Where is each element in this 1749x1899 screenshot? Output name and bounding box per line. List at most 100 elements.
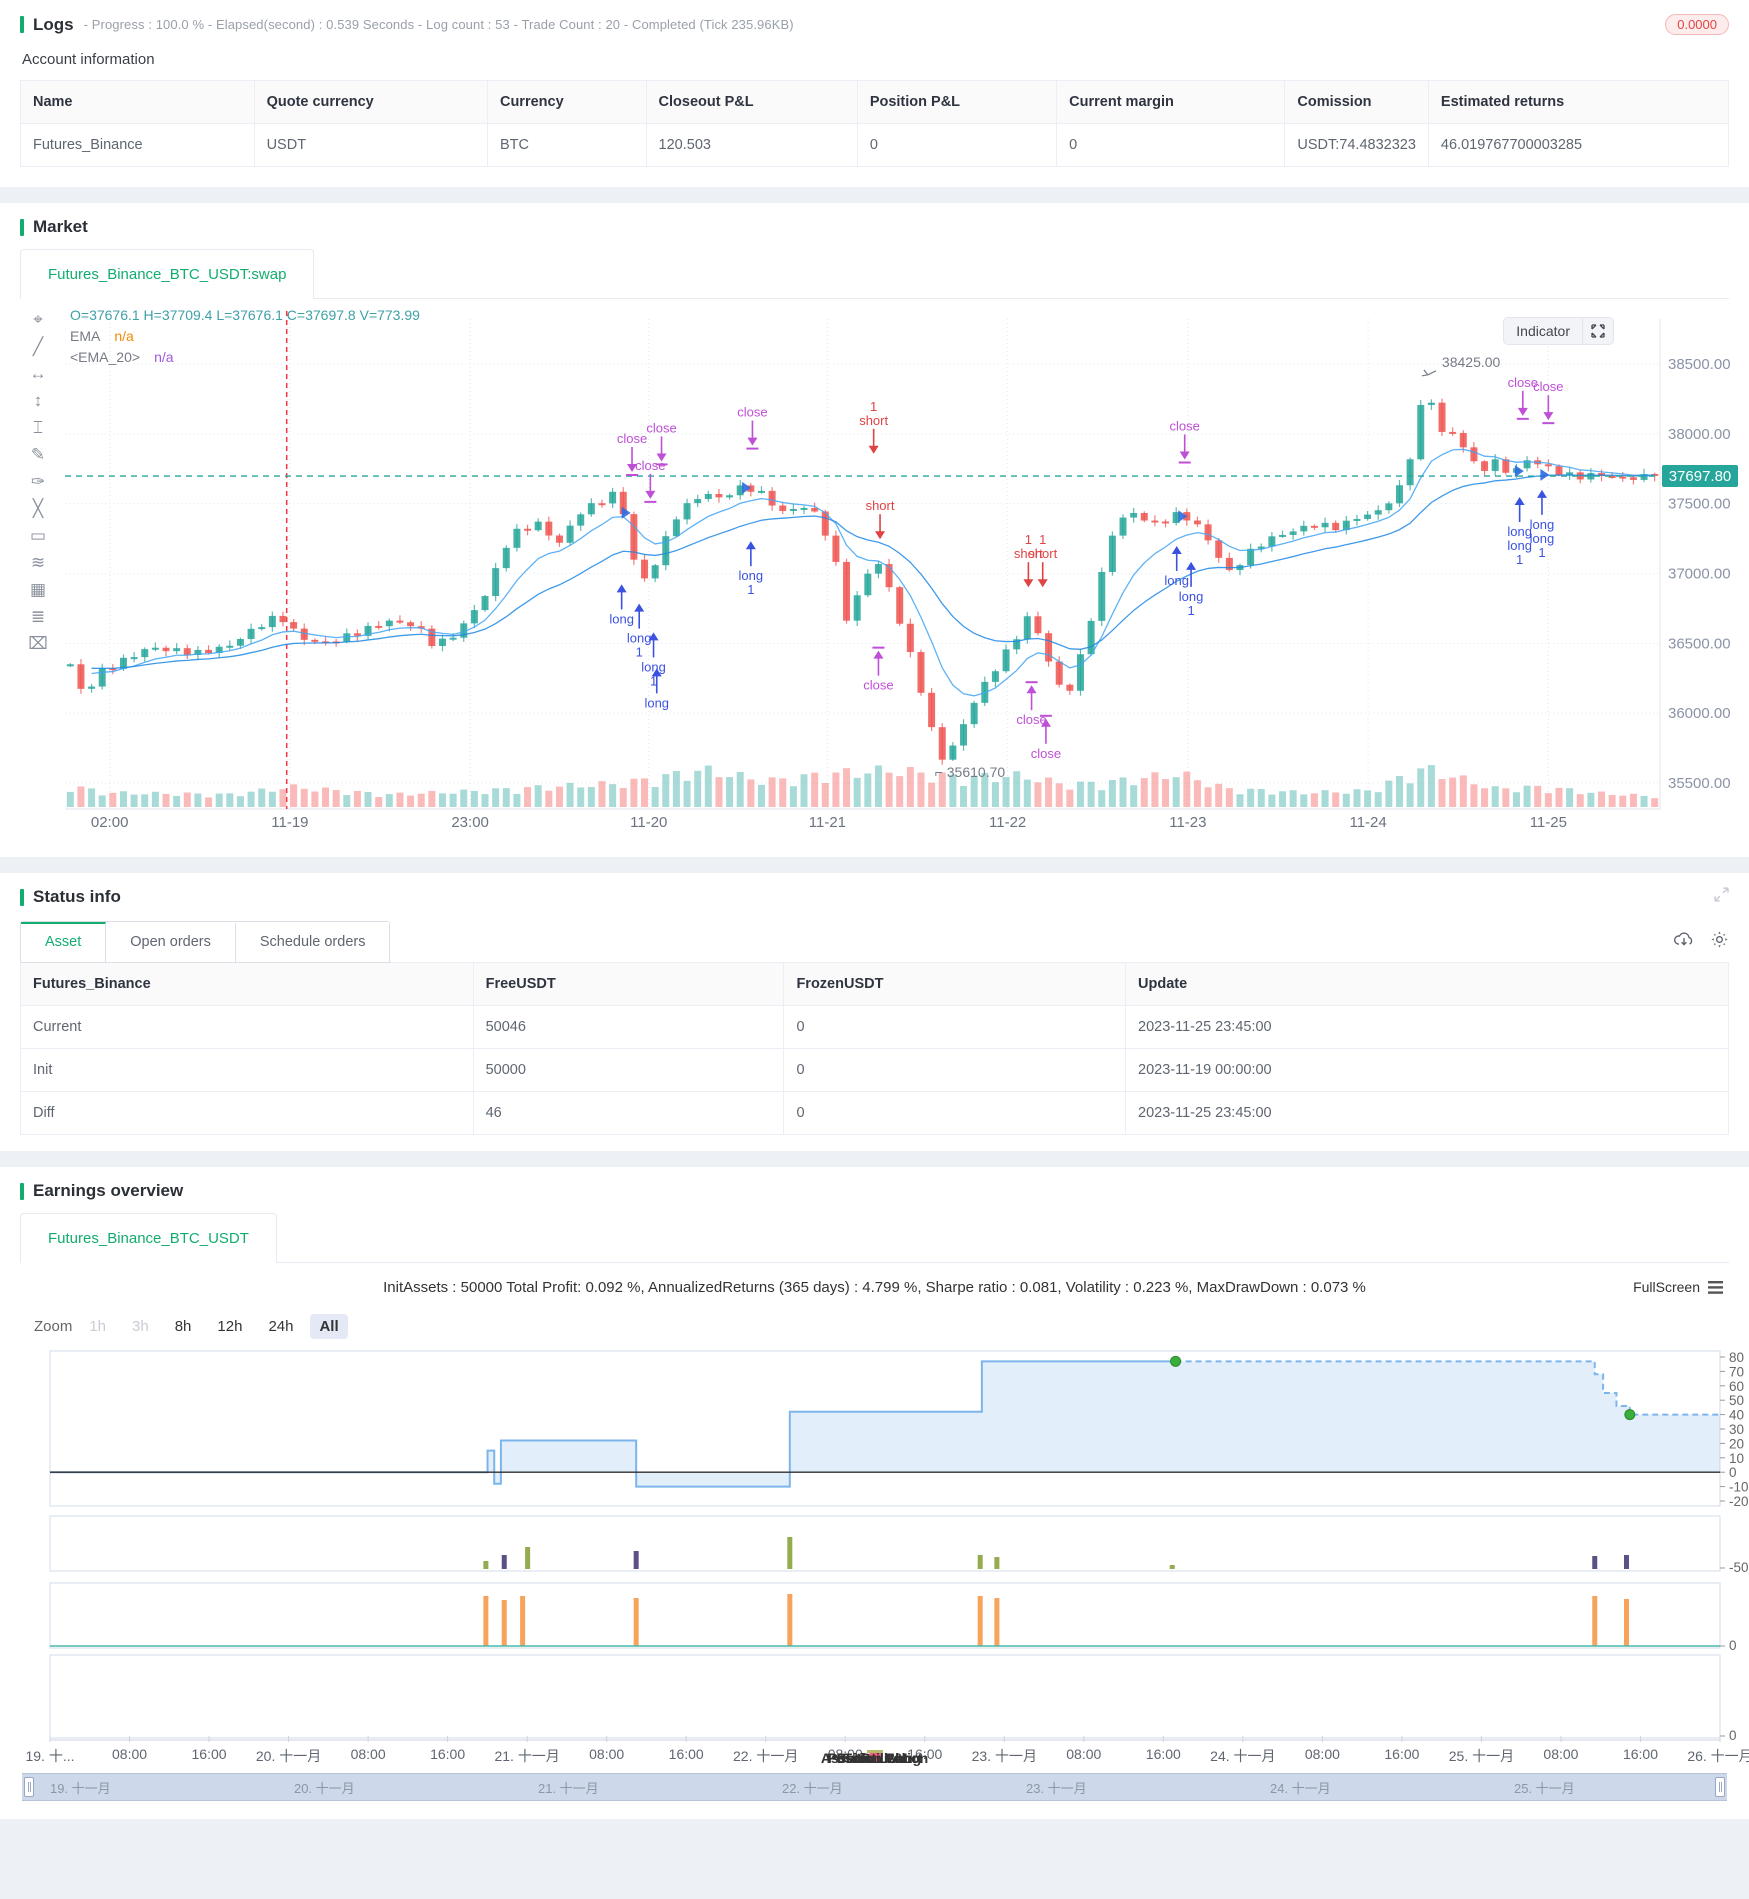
column-header: Current margin [1056, 80, 1286, 124]
trash-icon[interactable]: ⌧ [28, 634, 48, 653]
svg-text:long: long [609, 611, 634, 626]
navigator-date-label: 25. 十一月 [1514, 1781, 1575, 1796]
zoom-label: Zoom [34, 1317, 73, 1335]
table-header-row: Futures_Binance FreeUSDT FrozenUSDT Update [20, 962, 1729, 1006]
table-cell[interactable]: Current [20, 1005, 474, 1049]
column-header: Currency [486, 80, 647, 124]
trend-line-icon[interactable]: ╱ [32, 337, 44, 356]
logs-progress-meta: - Progress : 100.0 % - Elapsed(second) :… [83, 17, 794, 32]
column-header: FrozenUSDT [783, 962, 1127, 1006]
svg-text:38425.00: 38425.00 [1442, 354, 1501, 370]
cross-line-icon[interactable]: ╳ [32, 499, 44, 518]
fullscreen-button[interactable]: FullScreen [1633, 1279, 1723, 1295]
earnings-symbol-tab[interactable]: Futures_Binance_BTC_USDT [20, 1213, 277, 1263]
status-section: Status info Asset Open orders Schedule ord… [0, 873, 1749, 1151]
ohlc-legend: O=37676.1 H=37709.4 L=37676.1 C=37697.8 … [70, 305, 420, 368]
svg-text:⌐ 35610.70: ⌐ 35610.70 [935, 764, 1006, 780]
expand-arrows-icon[interactable] [1583, 319, 1613, 343]
brush-icon[interactable]: ✑ [30, 472, 46, 491]
ema20-value: n/a [154, 349, 174, 365]
legend-label: Position Short [826, 1750, 923, 1766]
table-cell: 2023-11-19 00:00:00 [1125, 1048, 1729, 1092]
price-range-icon[interactable]: ⌶ [32, 418, 44, 437]
horizontal-line-icon[interactable]: ↔ [29, 364, 47, 383]
tab-schedule-orders[interactable]: Schedule orders [235, 922, 390, 962]
x-axis-label: 25. 十一月 [1448, 1748, 1515, 1764]
svg-text:11-21: 11-21 [809, 814, 846, 831]
table-cell: 120.503 [645, 123, 858, 167]
svg-text:close: close [617, 431, 647, 446]
svg-text:37500.00: 37500.00 [1668, 496, 1731, 513]
candlestick-chart[interactable]: ⌖ ╱ ↔ ↕ ⌶ ✎ ✑ ╳ ▭ ≋ ▦ ≣ ⌧ O=37676.1 H=37709.4 L=3767… [20, 299, 1738, 851]
svg-text:short: short [859, 413, 888, 428]
x-axis-label: 21. 十一月 [494, 1748, 560, 1764]
x-axis-label: 16:00 [907, 1746, 943, 1762]
navigator-date-label: 22. 十一月 [782, 1781, 843, 1796]
svg-text:11-20: 11-20 [630, 814, 667, 831]
zoom-option-24h[interactable]: 24h [268, 1317, 294, 1335]
pencil-icon[interactable]: ✎ [30, 445, 46, 464]
navigator-date-label: 19. 十一月 [50, 1781, 111, 1796]
tab-open-orders[interactable]: Open orders [106, 922, 236, 962]
account-information-table: Name Quote currency Currency Closeout P&L Po… [20, 80, 1730, 167]
zoom-option-12h[interactable]: 12h [217, 1317, 243, 1335]
zoom-option-all[interactable]: All [310, 1313, 348, 1339]
section-divider [0, 187, 1749, 203]
section-accent [20, 16, 24, 33]
pattern-icon[interactable]: ▦ [29, 580, 47, 599]
x-axis-label: 22. 十一月 [733, 1748, 799, 1764]
table-cell: 2023-11-25 23:45:00 [1125, 1091, 1729, 1135]
svg-text:37697.80: 37697.80 [1669, 468, 1732, 485]
svg-text:close: close [737, 405, 767, 420]
market-chart-canvas[interactable]: 38500.00 38000.00 37500.00 37000.00 36500.00… [56, 299, 1749, 844]
x-axis-label: 08:00 [1066, 1746, 1102, 1762]
rectangle-icon[interactable]: ▭ [29, 526, 47, 545]
svg-text:long: long [1507, 524, 1532, 539]
navigator-date-label: 21. 十一月 [538, 1781, 599, 1796]
crosshair-icon[interactable]: ⌖ [33, 310, 43, 329]
table-cell: USDT:74.4832323 [1284, 123, 1429, 167]
table-row: Futures_Binance USDT BTC 120.503 0 0 USDT:74.4… [20, 123, 1730, 167]
svg-text:1: 1 [1538, 545, 1545, 560]
svg-text:0: 0 [1729, 1465, 1737, 1480]
svg-text:60: 60 [1729, 1379, 1744, 1394]
market-symbol-tab[interactable]: Futures_Binance_BTC_USDT:swap [20, 249, 315, 299]
section-divider [0, 1151, 1749, 1167]
download-cloud-icon[interactable] [1674, 931, 1694, 954]
svg-text:close: close [635, 458, 665, 473]
navigator-date-label: 24. 十一月 [1270, 1781, 1331, 1796]
rows-icon[interactable]: ≣ [30, 607, 46, 626]
column-header: Comission [1284, 80, 1429, 124]
svg-text:close: close [1533, 379, 1563, 394]
svg-text:10: 10 [1729, 1451, 1744, 1466]
vertical-line-icon[interactable]: ↕ [33, 391, 43, 410]
ohlc-values: O=37676.1 H=37709.4 L=37676.1 C=37697.8 … [70, 307, 420, 323]
column-header: Closeout P&L [645, 80, 858, 124]
wave-icon[interactable]: ≋ [30, 553, 46, 572]
earnings-title: Earnings overview [33, 1181, 184, 1200]
tab-asset[interactable]: Asset [21, 922, 107, 962]
legend-label: Asset utilization [820, 1750, 929, 1766]
table-cell: 46.019767700003285 [1427, 123, 1730, 167]
column-header: Update [1125, 962, 1729, 1006]
indicator-button-label[interactable]: Indicator [1504, 318, 1583, 344]
error-count-badge[interactable]: 0.0000 [1665, 14, 1729, 35]
svg-text:20: 20 [1729, 1436, 1744, 1451]
chart-navigator[interactable]: 19. 十一月 20. 十一月 21. 十一月 22. 十一月 23. 十一月 24. 十… [22, 1773, 1727, 1801]
status-expand-icon[interactable] [1714, 887, 1729, 907]
x-axis-label: 08:00 [350, 1746, 386, 1762]
navigator-left-handle[interactable] [24, 1777, 34, 1797]
svg-text:0: 0 [1729, 1638, 1737, 1653]
navigator-right-handle[interactable] [1715, 1777, 1725, 1797]
svg-text:50: 50 [1729, 1393, 1744, 1408]
svg-text:short: short [866, 498, 895, 513]
section-accent [20, 888, 24, 906]
table-row: Current 50046 0 2023-11-25 23:45:00 [20, 1005, 1729, 1049]
column-header: Position P&L [856, 80, 1058, 124]
indicator-button[interactable]: Indicator [1503, 317, 1614, 345]
settings-gear-icon[interactable] [1710, 930, 1729, 954]
svg-text:-20: -20 [1729, 1494, 1749, 1509]
zoom-option-8h[interactable]: 8h [174, 1317, 192, 1335]
